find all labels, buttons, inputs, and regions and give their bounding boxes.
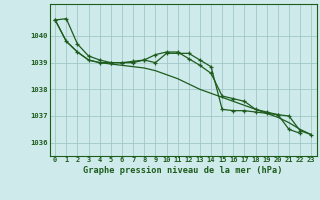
X-axis label: Graphe pression niveau de la mer (hPa): Graphe pression niveau de la mer (hPa) [84,166,283,175]
